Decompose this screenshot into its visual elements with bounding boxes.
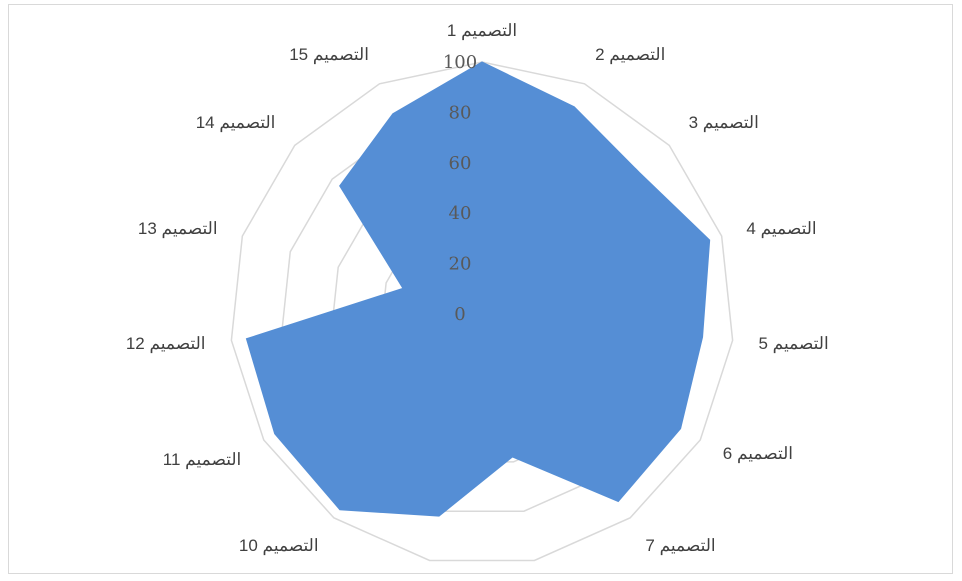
series-area-0 <box>245 61 711 517</box>
category-label: التصميم 5 <box>758 334 828 354</box>
category-label: التصميم 12 <box>126 334 206 354</box>
category-label: التصميم 13 <box>138 219 218 239</box>
tick-label-40: 40 <box>449 203 472 224</box>
category-label: التصميم 10 <box>239 536 319 556</box>
tick-label-100: 100 <box>443 52 477 73</box>
category-label: التصميم 3 <box>689 113 759 133</box>
grid-ring-100 <box>230 61 734 562</box>
category-label: التصميم 6 <box>723 444 793 464</box>
category-label: التصميم 7 <box>645 536 715 556</box>
tick-label-60: 60 <box>449 153 472 174</box>
category-label: التصميم 14 <box>196 113 276 133</box>
category-label: التصميم 2 <box>595 45 665 65</box>
category-label: التصميم 15 <box>289 45 369 65</box>
category-label-layer: التصميم 1 التصميم 2 التصميم 3 التصميم 4 التص… <box>126 21 829 556</box>
category-label: التصميم 11 <box>163 450 241 470</box>
category-label: التصميم 1 <box>447 21 517 41</box>
tick-label-80: 80 <box>449 102 472 123</box>
tick-label-0: 0 <box>454 304 465 325</box>
series-layer <box>245 61 711 517</box>
category-label: التصميم 4 <box>746 219 816 239</box>
tick-label-20: 20 <box>449 254 472 275</box>
tick-layer: 0 20 40 60 80 100 <box>443 52 477 325</box>
